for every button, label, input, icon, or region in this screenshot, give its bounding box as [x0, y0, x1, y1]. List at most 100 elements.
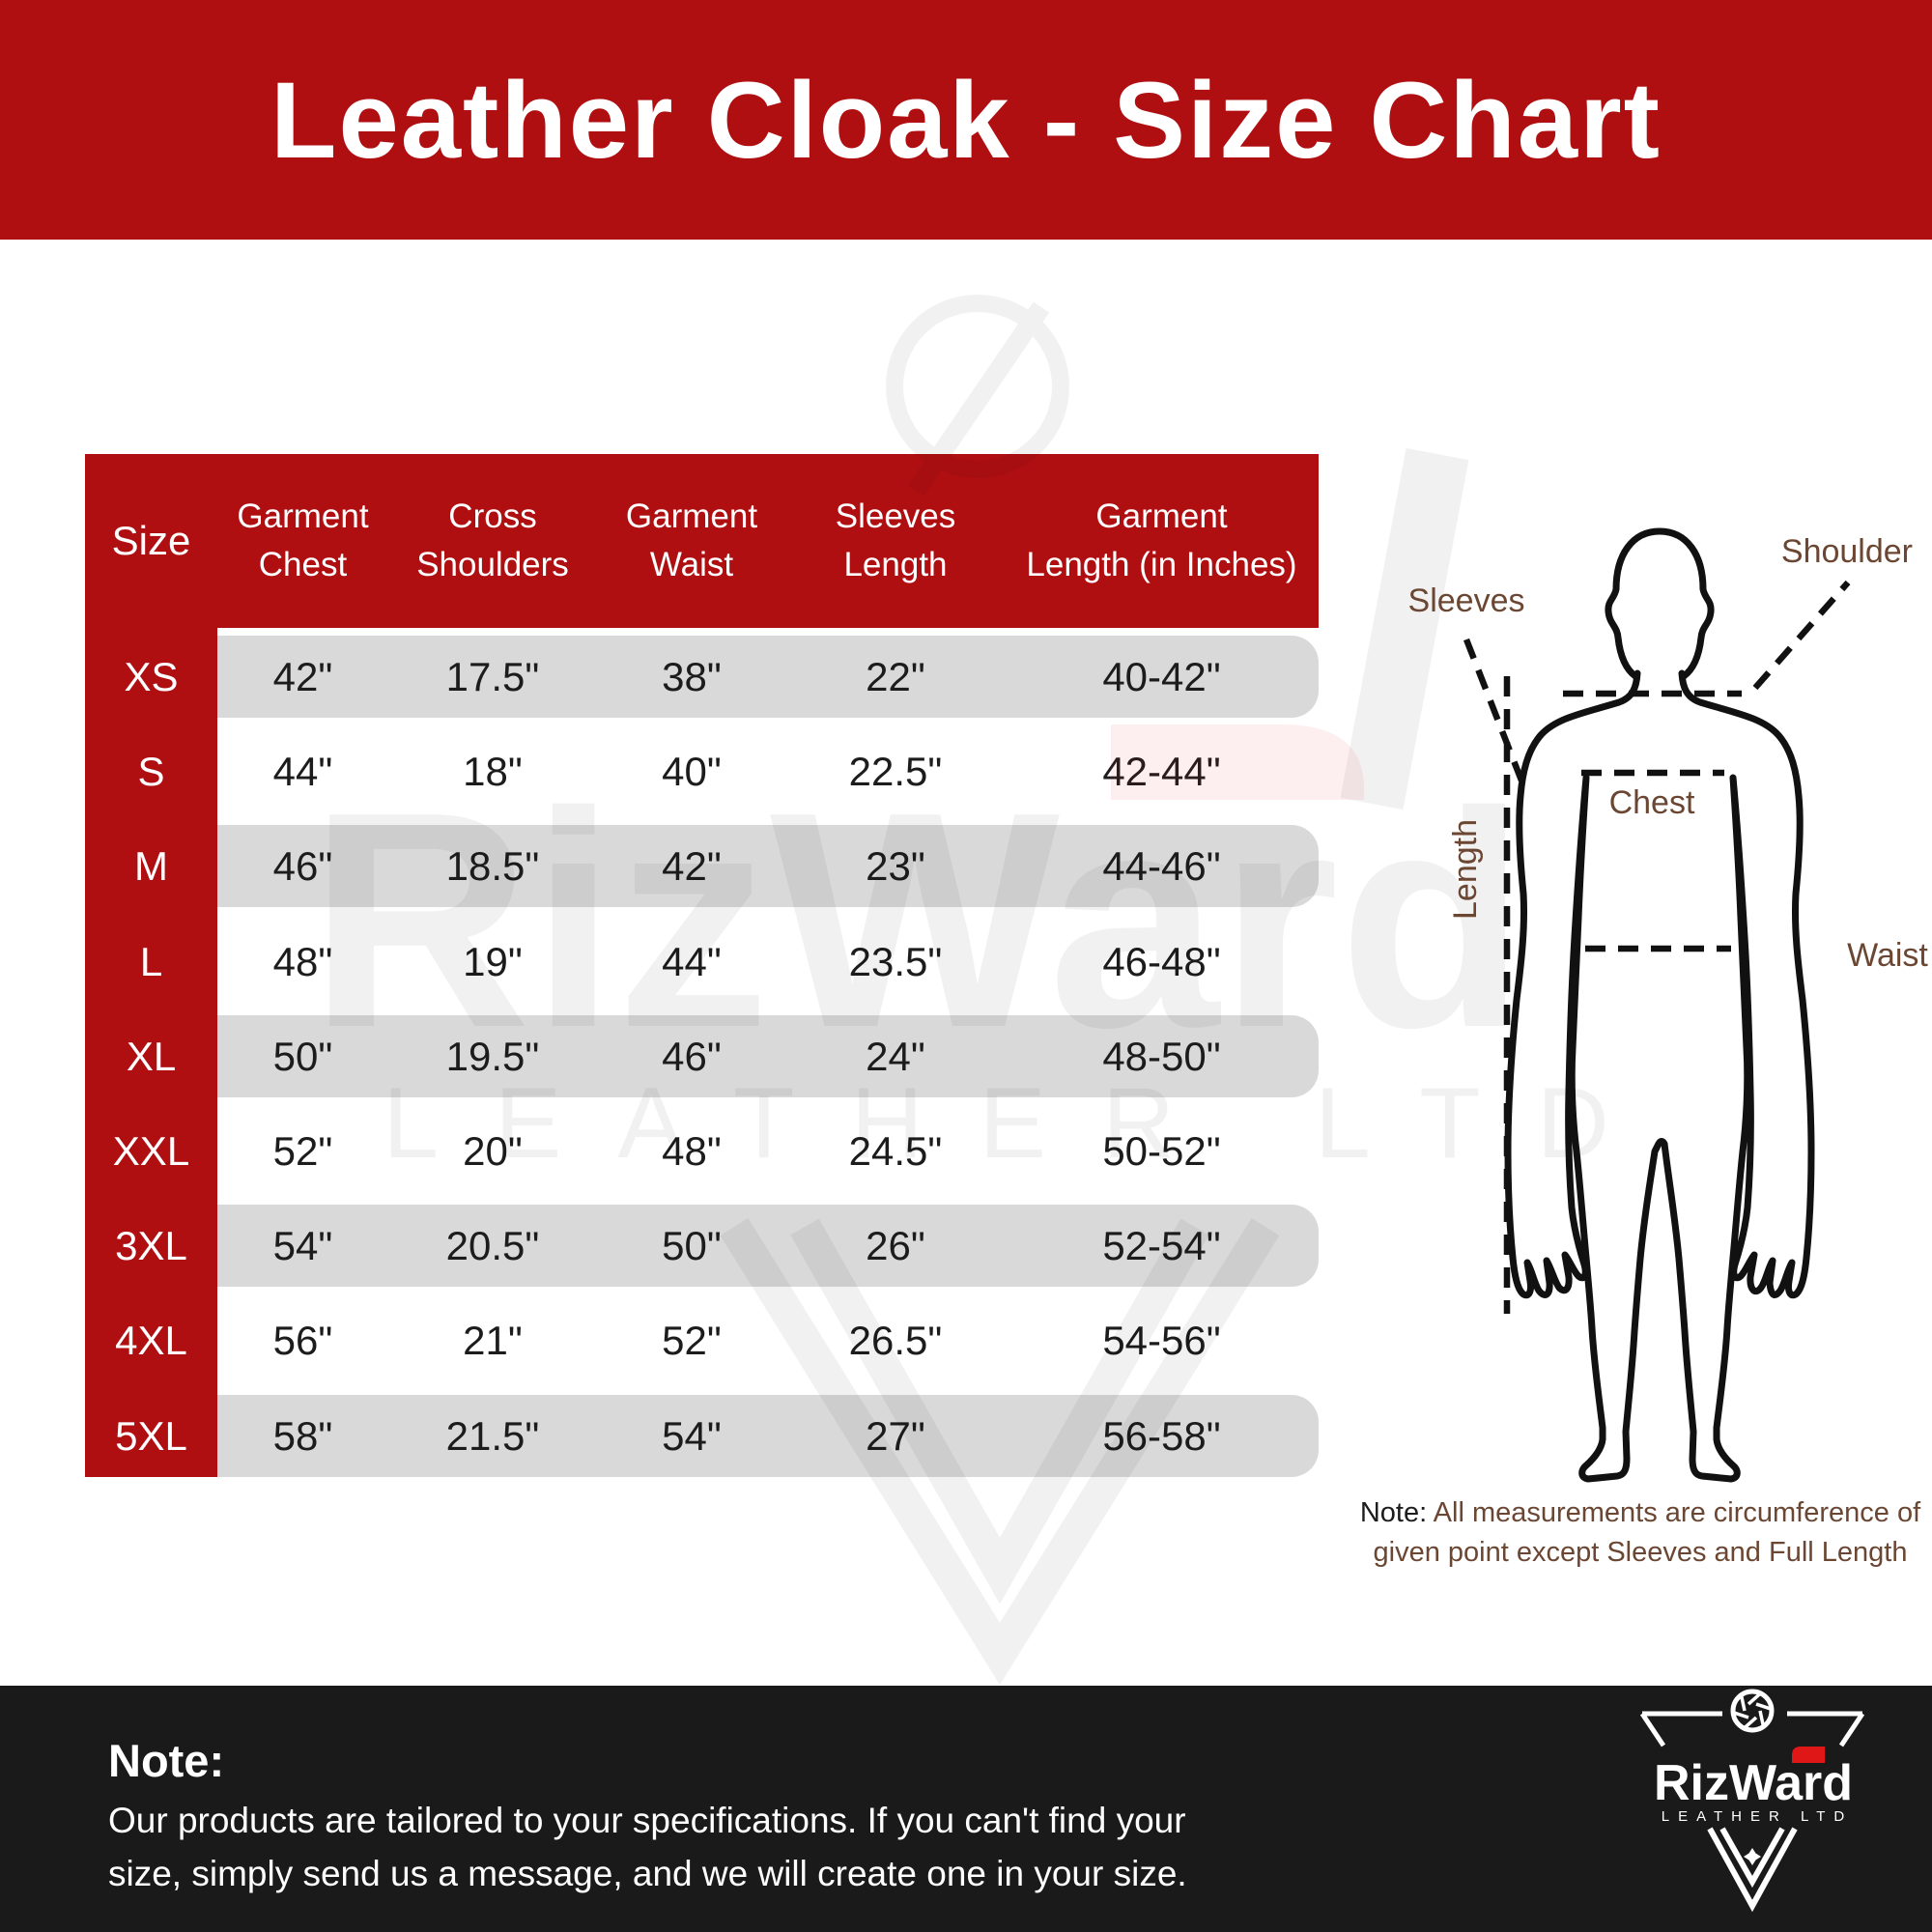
table-row-5xl: 5XL 58" 21.5" 54" 27" 56-58"	[85, 1395, 1319, 1477]
sleeves-value: 24.5"	[848, 1127, 943, 1174]
logo-brand-text: RizWard	[1654, 1755, 1853, 1811]
waist-value: 40"	[662, 748, 722, 794]
header-banner: Leather Cloak - Size Chart	[0, 0, 1932, 240]
brand-logo: RizWard LEATHER LTD	[1639, 1689, 1865, 1913]
sleeves-line	[1463, 638, 1525, 782]
footer-note-text: Our products are tailored to your specif…	[108, 1794, 1364, 1900]
sleeves-value: 26.5"	[848, 1317, 943, 1363]
cross-shoulders-value: 17.5"	[445, 653, 540, 699]
body-outline	[1504, 527, 1815, 1483]
length-label: Length	[1447, 819, 1484, 920]
sleeves-value: 23"	[866, 842, 925, 889]
length-value: 52-54"	[1102, 1222, 1221, 1268]
table-row-xl: XL 50" 19.5" 46" 24" 48-50"	[85, 1015, 1319, 1097]
chest-value: 50"	[272, 1033, 333, 1079]
footer-note-line1: Our products are tailored to your specif…	[108, 1801, 1186, 1840]
length-value: 54-56"	[1102, 1317, 1221, 1363]
footer-note-line2: size, simply send us a message, and we w…	[108, 1854, 1187, 1893]
waist-value: 54"	[662, 1412, 722, 1459]
size-label: M	[134, 842, 168, 889]
footer-note-label: Note:	[108, 1735, 225, 1786]
table-row-xs: XS 42" 17.5" 38" 22" 40-42"	[85, 636, 1319, 718]
sleeves-value: 26"	[866, 1222, 925, 1268]
diagram-note-line1: All measurements are circumference of	[1433, 1497, 1921, 1528]
sleeves-label: Sleeves	[1408, 582, 1525, 619]
column-header-garment-length: Garment Length (in Inches)	[1026, 497, 1297, 583]
waist-value: 52"	[662, 1317, 722, 1363]
chest-value: 46"	[272, 842, 333, 889]
table-row-4xl: 4XL 56" 21" 52" 26.5" 54-56"	[85, 1299, 1319, 1381]
cross-shoulders-value: 21.5"	[445, 1412, 540, 1459]
diagram-labels: Sleeves Shoulder Chest Waist Length	[1408, 533, 1929, 974]
waist-label: Waist	[1847, 937, 1928, 974]
chest-value: 56"	[272, 1317, 333, 1363]
chest-value: 44"	[272, 748, 333, 794]
cross-shoulders-value: 18"	[463, 748, 523, 794]
column-header-garment-chest: Garment Chest	[237, 497, 369, 583]
chest-value: 48"	[272, 938, 333, 984]
chest-value: 58"	[272, 1412, 333, 1459]
table-row-3xl: 3XL 54" 20.5" 50" 26" 52-54"	[85, 1205, 1319, 1287]
chest-value: 54"	[272, 1222, 333, 1268]
waist-value: 38"	[662, 653, 722, 699]
shoulder-pointer-line	[1752, 580, 1851, 691]
size-label: XS	[124, 653, 179, 699]
table-row-m: M 46" 18.5" 42" 23" 44-46"	[85, 825, 1319, 907]
waist-value: 46"	[662, 1033, 722, 1079]
body-measurement-diagram: Sleeves Shoulder Chest Waist Length	[1408, 527, 1929, 1483]
size-label: 5XL	[115, 1412, 187, 1459]
column-header-sleeves-length: Sleeves Length	[835, 497, 956, 583]
size-label: XL	[126, 1033, 177, 1079]
waist-value: 50"	[662, 1222, 722, 1268]
length-value: 42-44"	[1102, 748, 1221, 794]
sleeves-value: 23.5"	[848, 938, 943, 984]
diagram-note: Note: All measurements are circumference…	[1341, 1493, 1932, 1573]
cross-shoulders-value: 19"	[463, 938, 523, 984]
logo-aperture-icon	[1730, 1689, 1775, 1733]
column-header-cross-shoulders: Cross Shoulders	[416, 497, 569, 583]
column-header-size: Size	[111, 518, 191, 563]
length-value: 50-52"	[1102, 1127, 1221, 1174]
length-value: 40-42"	[1102, 653, 1221, 699]
column-header-garment-waist: Garment Waist	[625, 497, 758, 583]
chest-label: Chest	[1609, 784, 1695, 821]
length-value: 46-48"	[1102, 938, 1221, 984]
table-row-xxl: XXL 52" 20" 48" 24.5" 50-52"	[85, 1110, 1319, 1192]
size-label: 3XL	[115, 1222, 187, 1268]
size-label: L	[139, 938, 163, 984]
waist-value: 44"	[662, 938, 722, 984]
diagram-note-prefix: Note:	[1359, 1497, 1428, 1528]
waist-value: 42"	[662, 842, 722, 889]
footer-bar: Note: Our products are tailored to your …	[0, 1686, 1932, 1932]
length-value: 48-50"	[1102, 1033, 1221, 1079]
length-value: 44-46"	[1102, 842, 1221, 889]
size-label: 4XL	[115, 1317, 187, 1363]
table-header-row: Size Garment Chest Cross Shoulders Garment…	[85, 454, 1319, 628]
logo-red-accent	[1792, 1747, 1825, 1763]
chest-value: 42"	[272, 653, 333, 699]
shoulder-label: Shoulder	[1781, 533, 1913, 570]
logo-triangle	[1639, 1711, 1865, 1913]
cross-shoulders-value: 19.5"	[445, 1033, 540, 1079]
sleeves-value: 27"	[866, 1412, 925, 1459]
page-title: Leather Cloak - Size Chart	[270, 59, 1662, 181]
measurement-lines	[1463, 580, 1851, 1314]
sleeves-value: 24"	[866, 1033, 925, 1079]
chest-value: 52"	[272, 1127, 333, 1174]
sleeves-value: 22"	[866, 653, 925, 699]
logo-star-icon	[1744, 1848, 1761, 1865]
logo-subtitle-text: LEATHER LTD	[1662, 1808, 1853, 1825]
cross-shoulders-value: 18.5"	[445, 842, 540, 889]
cross-shoulders-value: 20.5"	[445, 1222, 540, 1268]
table-row-l: L 48" 19" 44" 23.5" 46-48"	[85, 921, 1319, 1003]
size-label: S	[137, 748, 165, 794]
sleeves-value: 22.5"	[848, 748, 943, 794]
cross-shoulders-value: 21"	[463, 1317, 523, 1363]
diagram-note-line2: given point except Sleeves and Full Leng…	[1373, 1537, 1908, 1568]
waist-value: 48"	[662, 1127, 722, 1174]
cross-shoulders-value: 20"	[463, 1127, 523, 1174]
length-value: 56-58"	[1102, 1412, 1221, 1459]
size-label: XXL	[112, 1127, 190, 1174]
table-row-s: S 44" 18" 40" 22.5" 42-44"	[85, 730, 1319, 812]
